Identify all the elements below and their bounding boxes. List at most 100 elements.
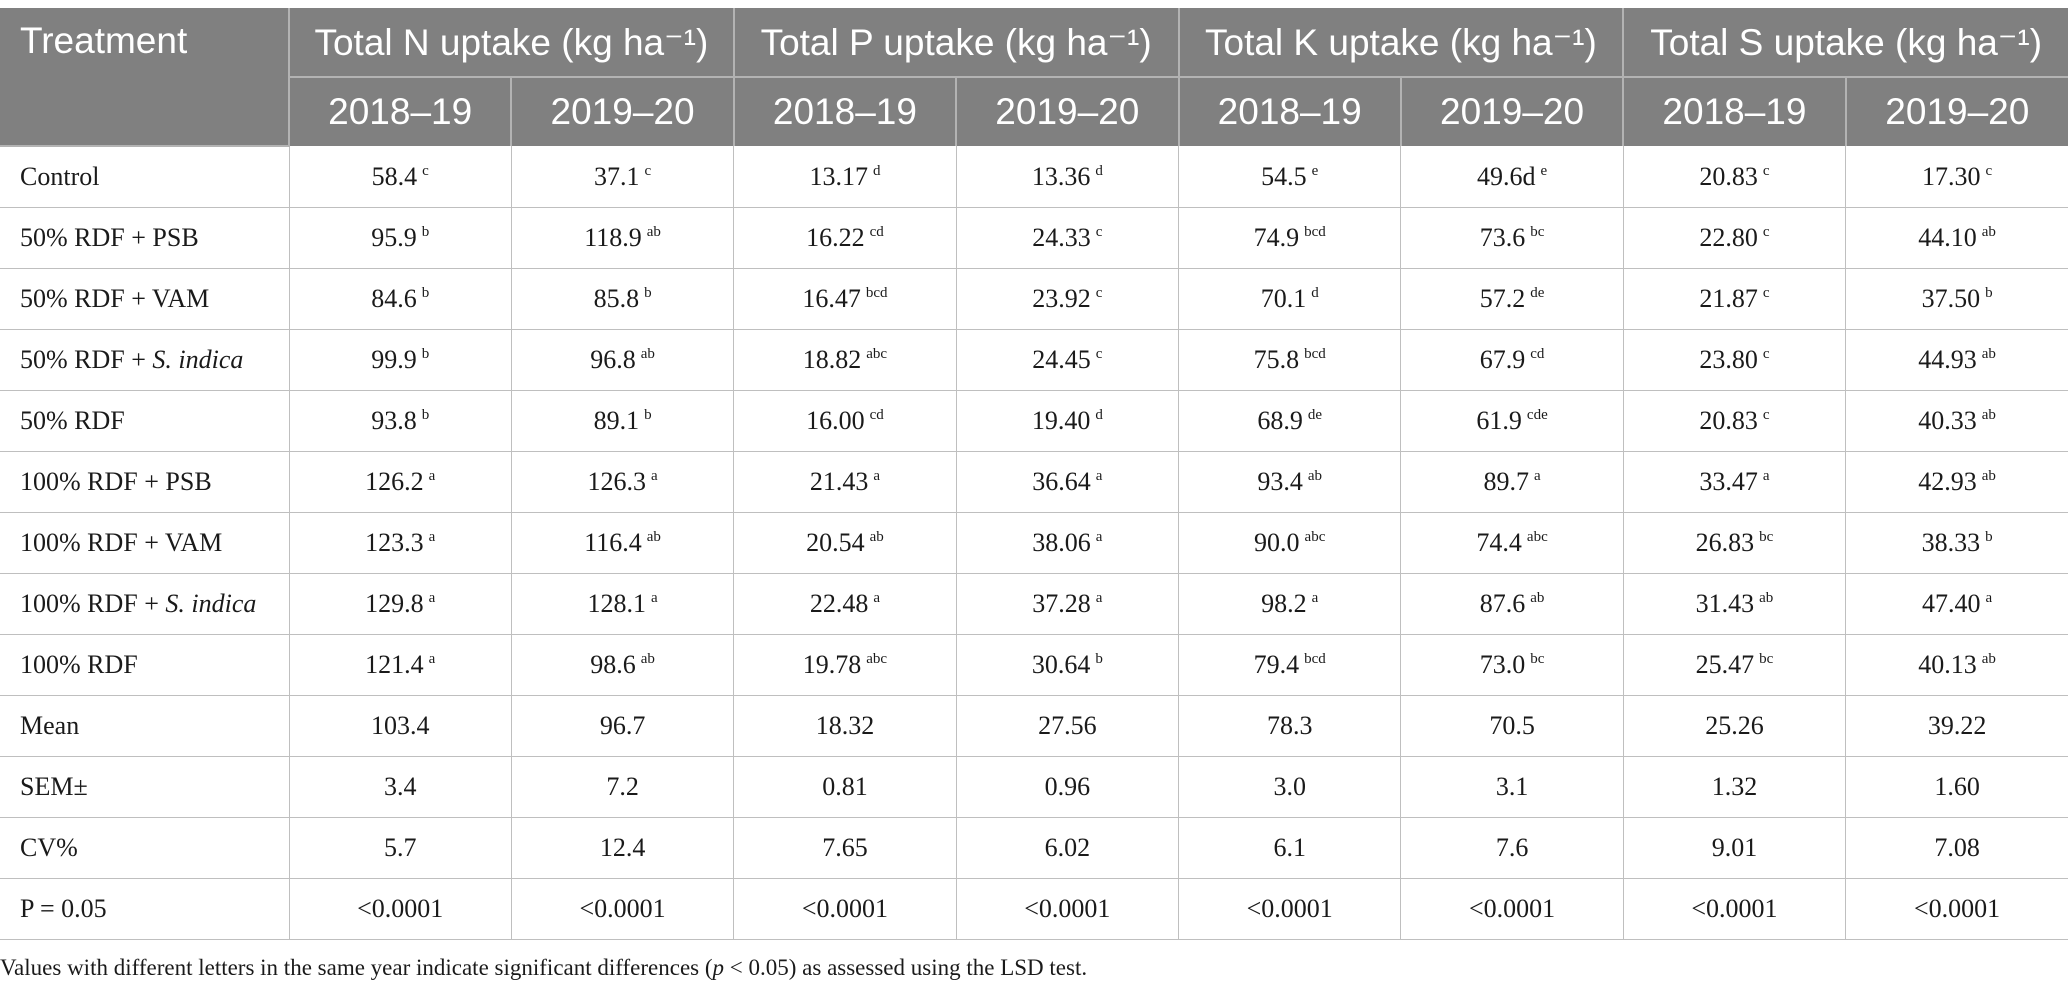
uptake-value: 7.2 — [606, 772, 639, 801]
table-row: 100% RDF 121.4 a 98.6 ab 19.78 abc 30.64 b 79.4 bc… — [0, 634, 2068, 696]
value-cell: 6.1 — [1178, 817, 1402, 879]
footnote-text-end: < 0.05) as assessed using the LSD test. — [724, 955, 1088, 980]
value-cell: <0.0001 — [956, 878, 1180, 940]
uptake-value: 70.1 — [1260, 284, 1307, 313]
treatment-label: SEM± — [20, 772, 88, 801]
nutrient-uptake-table: Treatment Total N uptake (kg ha⁻¹) Total… — [0, 8, 2068, 940]
value-cell: <0.0001 — [289, 878, 512, 940]
value-cell: <0.0001 — [1178, 878, 1402, 940]
treatment-cell: 50% RDF + S. indica — [0, 329, 290, 391]
treatment-cell: SEM± — [0, 756, 290, 818]
value-cell: 38.33 b — [1845, 512, 2068, 574]
value-cell: 74.4 abc — [1400, 512, 1624, 574]
significance-letters: d — [872, 162, 881, 179]
significance-letters: ab — [1981, 407, 1996, 423]
value-cell: 54.5 e — [1178, 146, 1402, 208]
significance-letters: c — [422, 162, 429, 179]
significance-letters: bc — [1759, 651, 1774, 667]
value-cell: 16.00 cd — [733, 390, 957, 452]
treatment-label: 100% RDF — [20, 650, 138, 679]
significance-letters: a — [1311, 590, 1319, 606]
value-cell: 3.1 — [1400, 756, 1624, 818]
significance-letters: a — [1985, 590, 1993, 606]
treatment-species: S. indica — [165, 589, 257, 618]
treatment-label: P = 0.05 — [20, 894, 107, 923]
uptake-value: 21.87 — [1699, 284, 1758, 313]
uptake-value: 42.93 — [1918, 467, 1977, 496]
value-cell: 37.28 a — [956, 573, 1180, 635]
significance-letters: b — [421, 285, 430, 301]
table-body: Control 58.4 c 37.1 c 13.17 d 13.36 d 54.5 e 49.6d e… — [0, 146, 2068, 940]
uptake-value: 116.4 — [584, 528, 642, 557]
year-header: 2019–20 — [1845, 77, 2068, 146]
uptake-value: 25.47 — [1695, 650, 1755, 679]
uptake-value: 93.8 — [371, 406, 417, 435]
significance-letters: bcd — [1304, 224, 1326, 240]
treatment-cell: 100% RDF — [0, 634, 290, 696]
uptake-value: 79.4 — [1253, 650, 1300, 679]
value-cell: 126.3 a — [511, 451, 735, 513]
uptake-value: 18.82 — [802, 345, 862, 374]
significance-letters: ab — [1981, 651, 1996, 667]
value-cell: 30.64 b — [956, 634, 1180, 696]
significance-letters: d — [1095, 407, 1103, 423]
uptake-value: 84.6 — [371, 284, 417, 313]
uptake-value: 31.43 — [1695, 589, 1755, 618]
uptake-value: <0.0001 — [1468, 894, 1556, 923]
value-cell: 40.33 ab — [1845, 390, 2068, 452]
uptake-value: 6.02 — [1044, 833, 1091, 862]
value-cell: 73.0 bc — [1400, 634, 1624, 696]
footnote-p-symbol: p — [712, 955, 725, 980]
value-cell: 7.2 — [511, 756, 735, 818]
value-cell: 38.06 a — [956, 512, 1180, 574]
significance-letters: b — [1985, 285, 1993, 301]
value-cell: 3.4 — [289, 756, 512, 818]
value-cell: 20.54 ab — [733, 512, 957, 574]
uptake-value: 73.0 — [1479, 650, 1526, 679]
uptake-value: 26.83 — [1695, 528, 1755, 557]
header-total-p-uptake: Total P uptake (kg ha⁻¹) — [733, 8, 1180, 78]
value-cell: 12.4 — [511, 817, 735, 879]
uptake-value: 118.9 — [584, 223, 642, 252]
uptake-value: 99.9 — [371, 345, 417, 374]
uptake-value: <0.0001 — [1024, 894, 1111, 923]
value-cell: 21.87 c — [1623, 268, 1847, 330]
year-header: 2019–20 — [956, 77, 1180, 146]
uptake-value: 24.33 — [1032, 223, 1091, 252]
header-total-s-uptake: Total S uptake (kg ha⁻¹) — [1623, 8, 2068, 78]
table-row: Mean 103.4 96.7 18.32 27.56 78.3 70.5 25.26 39.2… — [0, 695, 2068, 757]
uptake-value: 12.4 — [599, 833, 646, 862]
uptake-value: 25.26 — [1705, 711, 1764, 740]
uptake-value: 74.9 — [1253, 223, 1300, 252]
significance-letters: a — [873, 468, 881, 484]
significance-letters: ab — [1759, 590, 1774, 606]
treatment-cell: 50% RDF — [0, 390, 290, 452]
uptake-value: 37.50 — [1921, 284, 1981, 313]
uptake-value: 54.5 — [1261, 161, 1307, 191]
value-cell: 13.17 d — [733, 146, 957, 208]
uptake-value: 3.4 — [383, 772, 417, 801]
uptake-value: 9.01 — [1711, 833, 1758, 862]
table-footnote: Values with different letters in the sam… — [0, 955, 1087, 981]
significance-letters: c — [1985, 162, 1993, 179]
significance-letters: cd — [869, 224, 884, 240]
value-cell: 121.4 a — [289, 634, 512, 696]
table-row: Control 58.4 c 37.1 c 13.17 d 13.36 d 54.5 e 49.6d e… — [0, 146, 2068, 208]
value-cell: 40.13 ab — [1845, 634, 2068, 696]
value-cell: 79.4 bcd — [1178, 634, 1402, 696]
significance-letters: b — [421, 346, 430, 362]
significance-letters: b — [644, 407, 652, 423]
significance-letters: e — [1311, 162, 1319, 179]
uptake-value: 87.6 — [1479, 589, 1526, 618]
value-cell: 75.8 bcd — [1178, 329, 1402, 391]
value-cell: 20.83 c — [1623, 146, 1847, 208]
significance-letters: e — [1540, 162, 1548, 179]
uptake-value: 44.93 — [1918, 345, 1977, 374]
uptake-value: 19.78 — [802, 650, 862, 679]
value-cell: 36.64 a — [956, 451, 1180, 513]
significance-letters: cd — [1530, 346, 1545, 362]
value-cell: 57.2 de — [1400, 268, 1624, 330]
uptake-value: 0.81 — [822, 772, 868, 801]
uptake-value: 96.8 — [590, 345, 636, 374]
treatment-label: Mean — [20, 711, 80, 740]
